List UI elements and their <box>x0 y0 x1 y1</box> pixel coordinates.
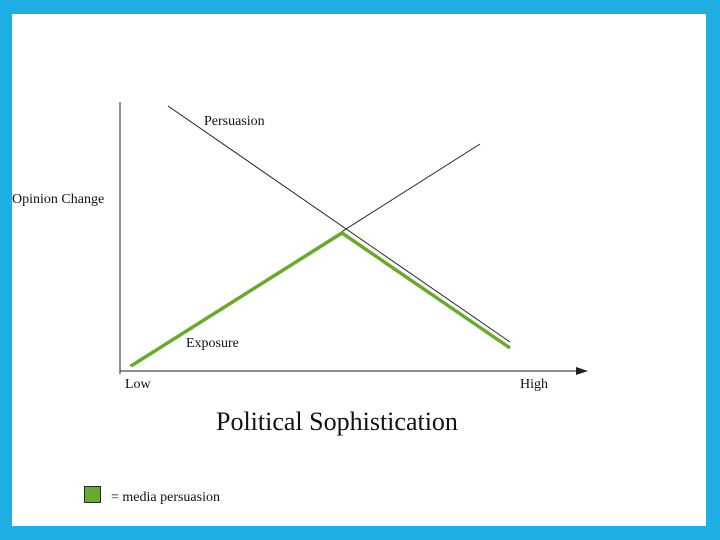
x-high-label: High <box>520 377 548 392</box>
persuasion-line <box>167 105 511 343</box>
slide: Persuasion Opinion Change Exposure Low H… <box>12 14 706 526</box>
media-persuasion-line <box>130 230 511 368</box>
persuasion-label: Persuasion <box>204 114 265 129</box>
diagram-canvas <box>119 102 588 375</box>
exposure-label: Exposure <box>186 336 239 351</box>
x-axis-title: Political Sophistication <box>216 407 458 436</box>
legend-text: = media persuasion <box>111 490 220 505</box>
legend-swatch <box>84 486 101 503</box>
y-axis-label: Opinion Change <box>12 192 105 207</box>
x-axis-arrowhead <box>576 367 588 375</box>
x-low-label: Low <box>125 377 151 392</box>
